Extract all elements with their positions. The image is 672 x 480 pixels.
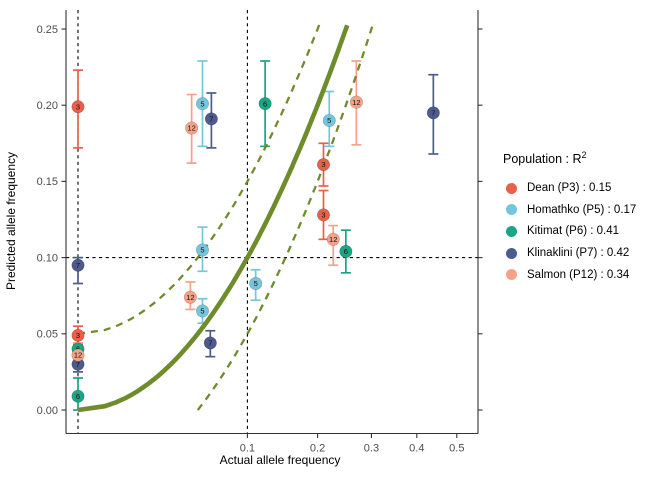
data-point-label: 12 bbox=[352, 98, 360, 107]
y-tick-label: 0.00 bbox=[37, 405, 58, 417]
legend-item: Dean (P3) : 0.15 bbox=[503, 177, 671, 199]
data-point bbox=[71, 389, 85, 403]
x-tick-label: 0.2 bbox=[310, 443, 325, 455]
legend-dot-icon bbox=[506, 225, 517, 237]
data-point bbox=[339, 245, 353, 259]
data-point bbox=[71, 258, 85, 272]
data-point bbox=[249, 277, 263, 291]
legend-title: Population : R2 bbox=[503, 150, 671, 166]
data-point bbox=[71, 100, 85, 114]
legend-dot-icon bbox=[506, 204, 517, 216]
legend-item: Homathko (P5) : 0.17 bbox=[503, 199, 671, 221]
legend-item-label: Kitimat (P6) : 0.41 bbox=[527, 225, 620, 238]
y-tick-label: 0.20 bbox=[37, 100, 58, 112]
data-point bbox=[322, 113, 336, 127]
legend-dot-icon bbox=[506, 247, 517, 259]
data-point-label: 7 bbox=[76, 360, 80, 369]
y-axis-title: Predicted allele frequency bbox=[4, 152, 18, 290]
data-point-label: 5 bbox=[327, 116, 331, 125]
data-point-label: 3 bbox=[76, 102, 80, 111]
x-tick-label: 0.4 bbox=[409, 443, 424, 455]
legend-item: Kitimat (P6) : 0.41 bbox=[503, 221, 671, 243]
legend-item-label: Dean (P3) : 0.15 bbox=[527, 182, 612, 194]
data-point-label: 12 bbox=[186, 293, 194, 302]
data-point bbox=[203, 336, 217, 350]
x-tick-label: 0.5 bbox=[449, 443, 464, 455]
data-point-label: 6 bbox=[76, 392, 80, 401]
data-point bbox=[195, 304, 209, 318]
data-point bbox=[326, 232, 340, 246]
data-point bbox=[195, 243, 209, 257]
y-tick-label: 0.15 bbox=[37, 176, 58, 188]
data-point bbox=[183, 290, 197, 304]
legend-item-label: Klinaklini (P7) : 0.42 bbox=[527, 247, 630, 260]
data-point bbox=[258, 97, 272, 111]
confidence-upper bbox=[77, 21, 322, 335]
legend-title-text: Population : R bbox=[503, 152, 582, 167]
confidence-lower bbox=[196, 21, 375, 411]
legend-item-list: Dean (P3) : 0.15 Homathko (P5) : 0.17 Kiti… bbox=[503, 177, 671, 285]
legend-dot-icon bbox=[506, 269, 517, 281]
data-point bbox=[195, 97, 209, 111]
x-tick-label: 0.1 bbox=[240, 443, 255, 455]
y-tick-label: 0.05 bbox=[37, 329, 58, 341]
data-point-label: 5 bbox=[200, 99, 204, 108]
legend-title-superscript: 2 bbox=[581, 150, 587, 160]
data-point-label: 5 bbox=[200, 307, 204, 316]
legend-item: Klinaklini (P7) : 0.42 bbox=[503, 242, 671, 264]
data-point bbox=[316, 158, 330, 172]
data-point-label: 3 bbox=[321, 211, 325, 220]
y-tick-label: 0.25 bbox=[37, 24, 58, 36]
data-point-label: 12 bbox=[74, 351, 82, 360]
data-point-label: 7 bbox=[208, 339, 212, 348]
fit-line bbox=[77, 24, 350, 413]
x-axis-title: Actual allele frequency bbox=[220, 453, 341, 467]
data-point bbox=[71, 328, 85, 342]
x-tick-label: 0.3 bbox=[364, 443, 379, 455]
legend-item-label: Homathko (P5) : 0.17 bbox=[527, 203, 637, 216]
y-tick-label: 0.10 bbox=[37, 252, 58, 264]
data-point-label: 7 bbox=[431, 108, 435, 117]
legend-item-label: Salmon (P12) : 0.34 bbox=[527, 268, 630, 281]
data-point-label: 5 bbox=[200, 246, 204, 255]
data-point-label: 3 bbox=[321, 160, 325, 169]
data-point-label: 3 bbox=[76, 331, 80, 340]
legend: Population : R2 Dean (P3) : 0.15 Homathko… bbox=[503, 150, 671, 286]
data-point-label: 5 bbox=[254, 279, 258, 288]
legend-item: Salmon (P12) : 0.34 bbox=[503, 264, 671, 286]
data-point-label: 12 bbox=[187, 124, 195, 133]
data-point bbox=[349, 95, 363, 109]
data-point bbox=[426, 106, 440, 120]
data-point-label: 6 bbox=[344, 247, 348, 256]
data-point bbox=[185, 121, 199, 135]
data-point bbox=[316, 208, 330, 222]
data-point-label: 6 bbox=[263, 99, 267, 108]
legend-dot-icon bbox=[506, 182, 517, 194]
data-point-label: 7 bbox=[209, 115, 213, 124]
data-point bbox=[204, 112, 218, 126]
data-point-label: 7 bbox=[76, 261, 80, 270]
data-point-label: 12 bbox=[329, 235, 337, 244]
data-point bbox=[71, 348, 85, 362]
